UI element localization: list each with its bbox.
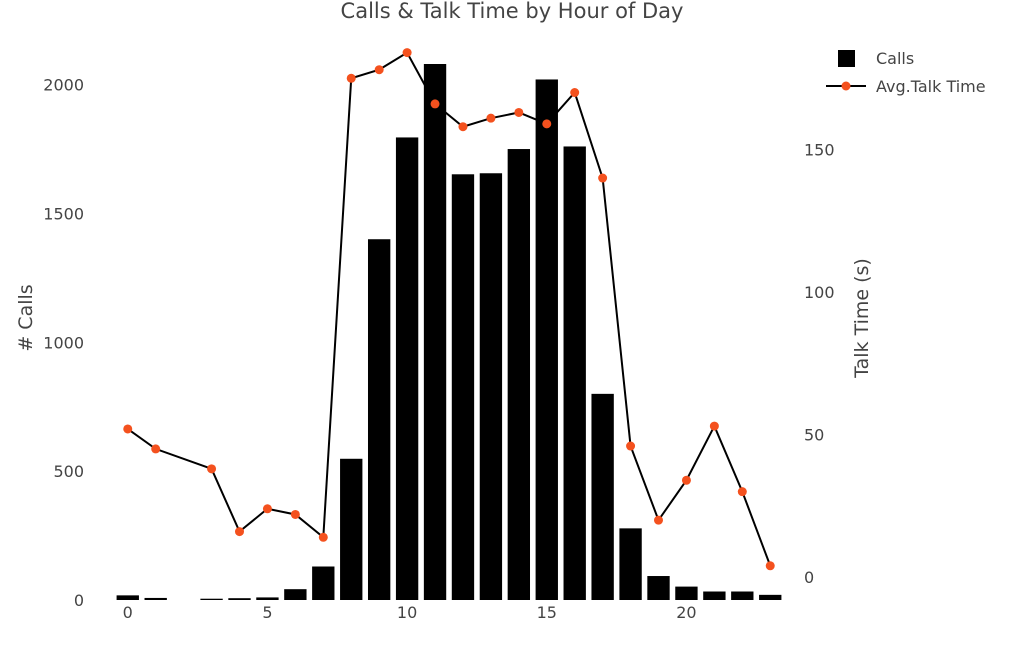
bar-hour-18[interactable] — [619, 528, 642, 600]
point-avg-talk-time-hour-3[interactable] — [207, 464, 217, 474]
y-tick-label: 500 — [53, 462, 84, 481]
line-avg-talk-time[interactable] — [127, 51, 772, 567]
y-tick-label: 1000 — [43, 333, 84, 352]
bar-hour-9[interactable] — [367, 239, 391, 601]
bar-hour-6[interactable] — [284, 589, 307, 600]
point-avg-talk-time-hour-23[interactable] — [765, 561, 775, 571]
legend-label-avg-talk-time: Avg.Talk Time — [876, 77, 986, 96]
bar-hour-23[interactable] — [759, 594, 782, 600]
point-avg-talk-time-hour-15[interactable] — [542, 119, 552, 129]
bar-hour-7[interactable] — [312, 566, 335, 601]
point-avg-talk-time-hour-4[interactable] — [235, 527, 244, 537]
legend-item-calls[interactable]: Calls — [838, 49, 914, 68]
y-axis-ticks: 0 500 1000 1500 2000 — [43, 76, 84, 610]
point-avg-talk-time-hour-6[interactable] — [290, 509, 300, 519]
legend-item-avg-talk-time[interactable]: Avg.Talk Time — [826, 77, 986, 96]
y-tick-label: 2000 — [43, 76, 84, 95]
y2-tick-label: 0 — [804, 568, 814, 587]
point-avg-talk-time-hour-12[interactable] — [458, 122, 468, 132]
point-avg-talk-time-hour-7[interactable] — [318, 532, 328, 542]
y2-tick-label: 150 — [804, 141, 835, 160]
x-axis-ticks: 0 5 10 15 20 — [123, 603, 697, 622]
bar-hour-3[interactable] — [200, 598, 223, 600]
bar-hour-21[interactable] — [703, 591, 726, 601]
bar-hour-12[interactable] — [451, 174, 475, 601]
point-avg-talk-time-hour-18[interactable] — [626, 441, 636, 451]
point-avg-talk-time-hour-22[interactable] — [737, 487, 747, 497]
bar-hour-16[interactable] — [563, 146, 586, 600]
bar-hour-11[interactable] — [423, 64, 447, 600]
bar-hour-10[interactable] — [395, 137, 419, 600]
x-tick-label: 20 — [676, 603, 696, 622]
point-avg-talk-time-hour-8[interactable] — [346, 73, 356, 83]
bar-hour-15[interactable] — [535, 79, 558, 600]
point-avg-talk-time-hour-14[interactable] — [514, 107, 524, 117]
bar-hour-17[interactable] — [591, 393, 614, 600]
legend-swatch-calls — [838, 50, 855, 67]
y-tick-label: 1500 — [43, 204, 84, 223]
point-avg-talk-time-hour-13[interactable] — [486, 113, 496, 123]
legend-marker-avg-talk-time — [841, 81, 851, 91]
point-avg-talk-time-hour-11[interactable] — [430, 99, 440, 109]
point-avg-talk-time-hour-20[interactable] — [681, 475, 691, 485]
line-layer — [127, 51, 772, 567]
bar-hour-8[interactable] — [340, 458, 363, 600]
point-avg-talk-time-hour-5[interactable] — [262, 504, 272, 514]
x-tick-label: 5 — [262, 603, 272, 622]
point-avg-talk-time-hour-10[interactable] — [402, 48, 412, 58]
point-avg-talk-time-hour-16[interactable] — [570, 88, 580, 98]
bar-hour-1[interactable] — [144, 597, 167, 600]
bars-layer — [116, 64, 782, 601]
bar-hour-19[interactable] — [647, 576, 670, 600]
y2-axis-ticks: 0 50 100 150 — [804, 141, 835, 588]
point-avg-talk-time-hour-9[interactable] — [374, 65, 384, 75]
y2-tick-label: 50 — [804, 426, 824, 445]
point-avg-talk-time-hour-17[interactable] — [598, 173, 608, 183]
bar-hour-5[interactable] — [256, 597, 279, 600]
y2-tick-label: 100 — [804, 283, 835, 302]
x-tick-label: 15 — [537, 603, 557, 622]
bar-hour-14[interactable] — [507, 149, 531, 601]
point-avg-talk-time-hour-0[interactable] — [123, 424, 133, 434]
y-tick-label: 0 — [74, 591, 84, 610]
chart-title: Calls & Talk Time by Hour of Day — [341, 0, 684, 23]
y-axis-title: # Calls — [15, 284, 37, 351]
x-tick-label: 10 — [397, 603, 417, 622]
bar-hour-22[interactable] — [731, 591, 754, 601]
point-avg-talk-time-hour-1[interactable] — [151, 444, 161, 454]
x-tick-label: 0 — [123, 603, 133, 622]
bar-hour-20[interactable] — [675, 586, 698, 600]
bar-hour-13[interactable] — [479, 173, 503, 600]
legend[interactable]: Calls Avg.Talk Time — [826, 49, 986, 96]
y2-axis-title: Talk Time (s) — [851, 258, 873, 379]
bar-hour-4[interactable] — [228, 598, 251, 600]
legend-label-calls: Calls — [876, 49, 914, 68]
bar-hour-0[interactable] — [116, 595, 139, 600]
point-avg-talk-time-hour-19[interactable] — [654, 515, 663, 525]
point-avg-talk-time-hour-21[interactable] — [709, 421, 719, 431]
markers-layer — [123, 48, 775, 571]
